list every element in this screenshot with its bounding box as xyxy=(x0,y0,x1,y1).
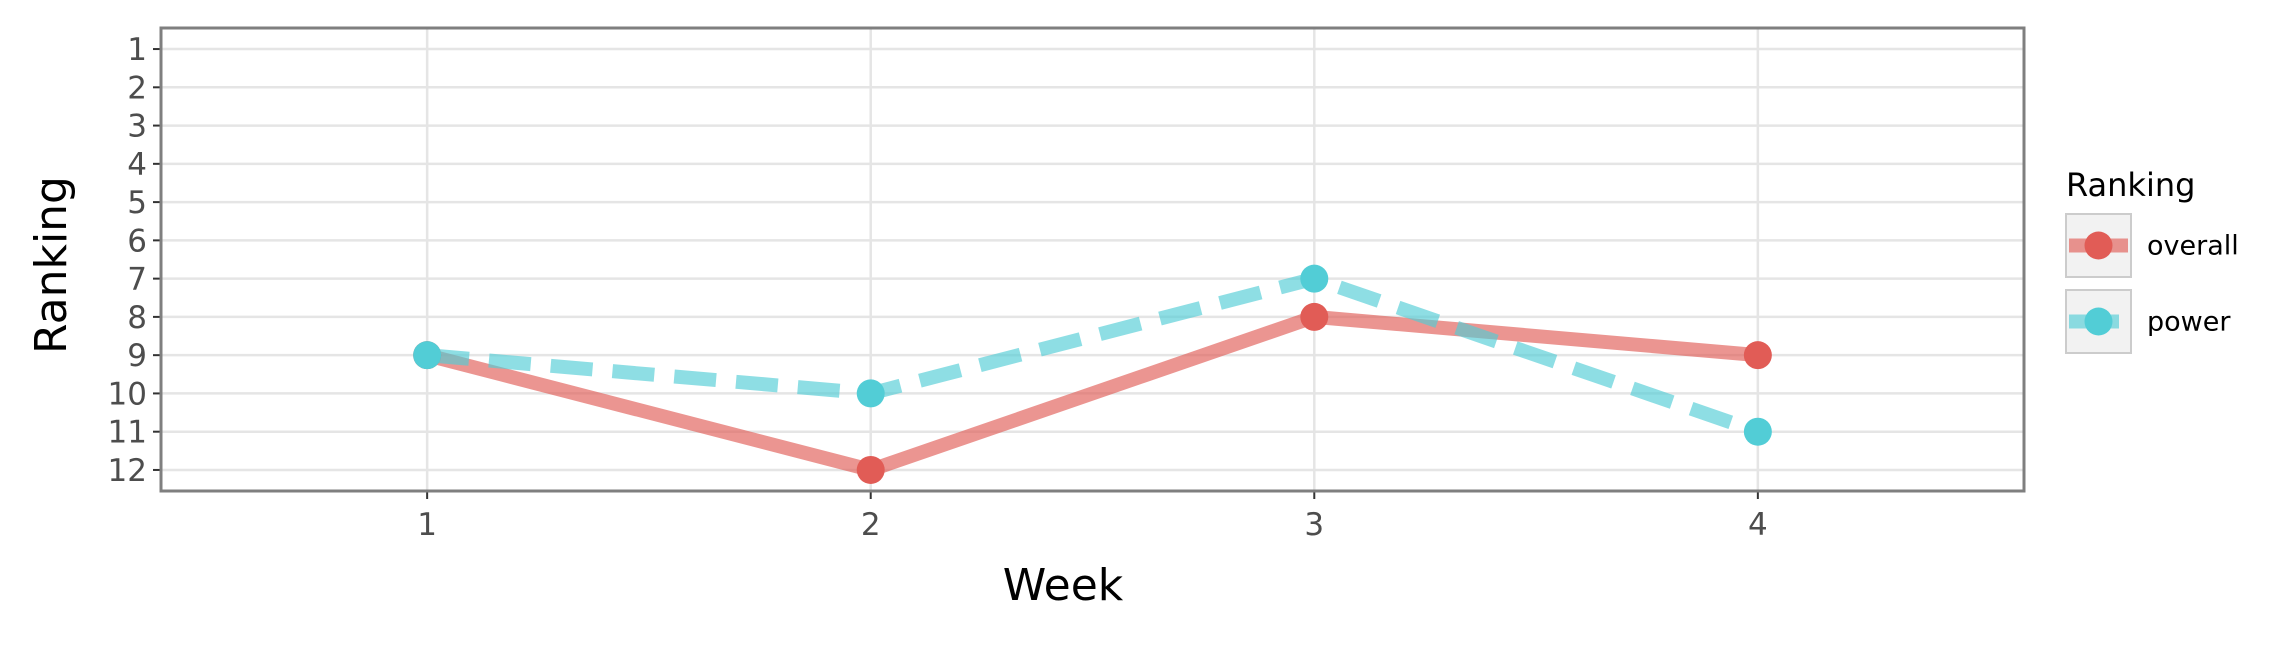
series-line-power xyxy=(426,271,1761,439)
y-tick-label: 6 xyxy=(127,223,147,259)
series-layer xyxy=(413,264,1772,484)
y-tick-label: 1 xyxy=(127,32,147,68)
x-tick-label: 1 xyxy=(417,507,437,543)
legend-title: Ranking xyxy=(2066,166,2195,204)
y-tick-label: 5 xyxy=(127,185,147,221)
y-tick-label: 9 xyxy=(127,338,147,374)
x-axis-title: Week xyxy=(1003,560,1124,611)
data-point-overall xyxy=(856,455,885,484)
legend-key-point-overall xyxy=(2084,231,2113,260)
y-tick-label: 11 xyxy=(108,415,147,451)
x-tick-label: 4 xyxy=(1748,507,1768,543)
y-tick-label: 12 xyxy=(108,453,147,489)
data-point-power xyxy=(1743,417,1772,446)
data-point-power xyxy=(413,341,442,370)
y-tick-label: 4 xyxy=(127,147,147,183)
data-point-overall xyxy=(1300,302,1329,331)
y-tick-label: 3 xyxy=(127,109,147,145)
series-line-overall xyxy=(425,309,1759,477)
data-point-power xyxy=(1300,264,1329,293)
data-point-power xyxy=(856,379,885,408)
x-tick-label: 3 xyxy=(1304,507,1324,543)
legend-label-overall: overall xyxy=(2147,231,2239,262)
y-tick-label: 7 xyxy=(127,262,147,298)
legend-key-point-power xyxy=(2084,307,2113,336)
y-tick-label: 2 xyxy=(127,70,147,106)
y-tick-label: 10 xyxy=(108,376,147,412)
legend: Ranking overall power xyxy=(2065,166,2239,354)
y-tick-label: 8 xyxy=(127,300,147,336)
x-tick-label: 2 xyxy=(861,507,881,543)
y-axis-title: Ranking xyxy=(26,176,77,354)
legend-label-power: power xyxy=(2147,307,2231,338)
plot-panel-border xyxy=(159,26,2026,493)
data-point-overall xyxy=(1743,341,1772,370)
